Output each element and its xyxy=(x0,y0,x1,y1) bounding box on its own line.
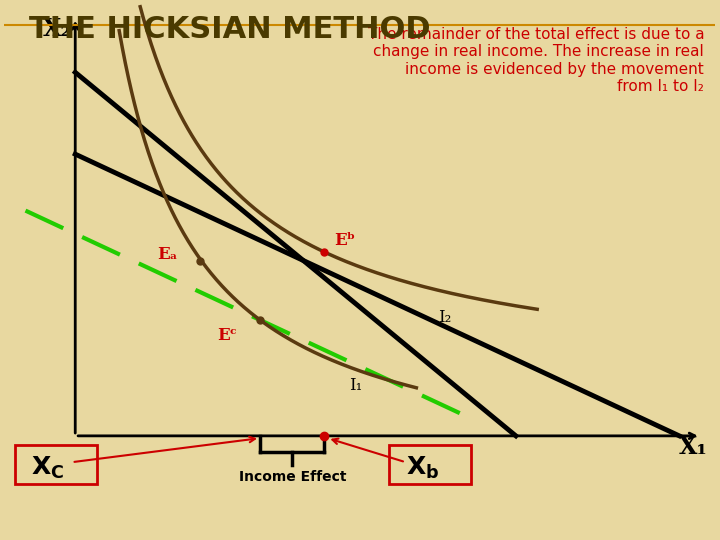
Text: Eₐ: Eₐ xyxy=(157,246,177,262)
Bar xyxy=(390,445,471,484)
Text: I₂: I₂ xyxy=(438,309,451,326)
Text: The remainder of the total effect is due to a
change in real income. The increas: The remainder of the total effect is due… xyxy=(368,27,704,94)
Bar xyxy=(15,445,96,484)
Text: $\mathbf{X_C}$: $\mathbf{X_C}$ xyxy=(31,455,65,481)
Text: Income Effect: Income Effect xyxy=(239,470,346,484)
Text: X₂: X₂ xyxy=(43,17,72,41)
Text: THE HICKSIAN METHOD: THE HICKSIAN METHOD xyxy=(29,15,431,44)
Text: $\mathbf{X_b}$: $\mathbf{X_b}$ xyxy=(405,455,439,481)
Text: Eᵇ: Eᵇ xyxy=(335,232,356,249)
Text: X₁: X₁ xyxy=(680,435,708,459)
Text: I₁: I₁ xyxy=(349,377,362,394)
Text: Eᶜ: Eᶜ xyxy=(217,327,238,345)
